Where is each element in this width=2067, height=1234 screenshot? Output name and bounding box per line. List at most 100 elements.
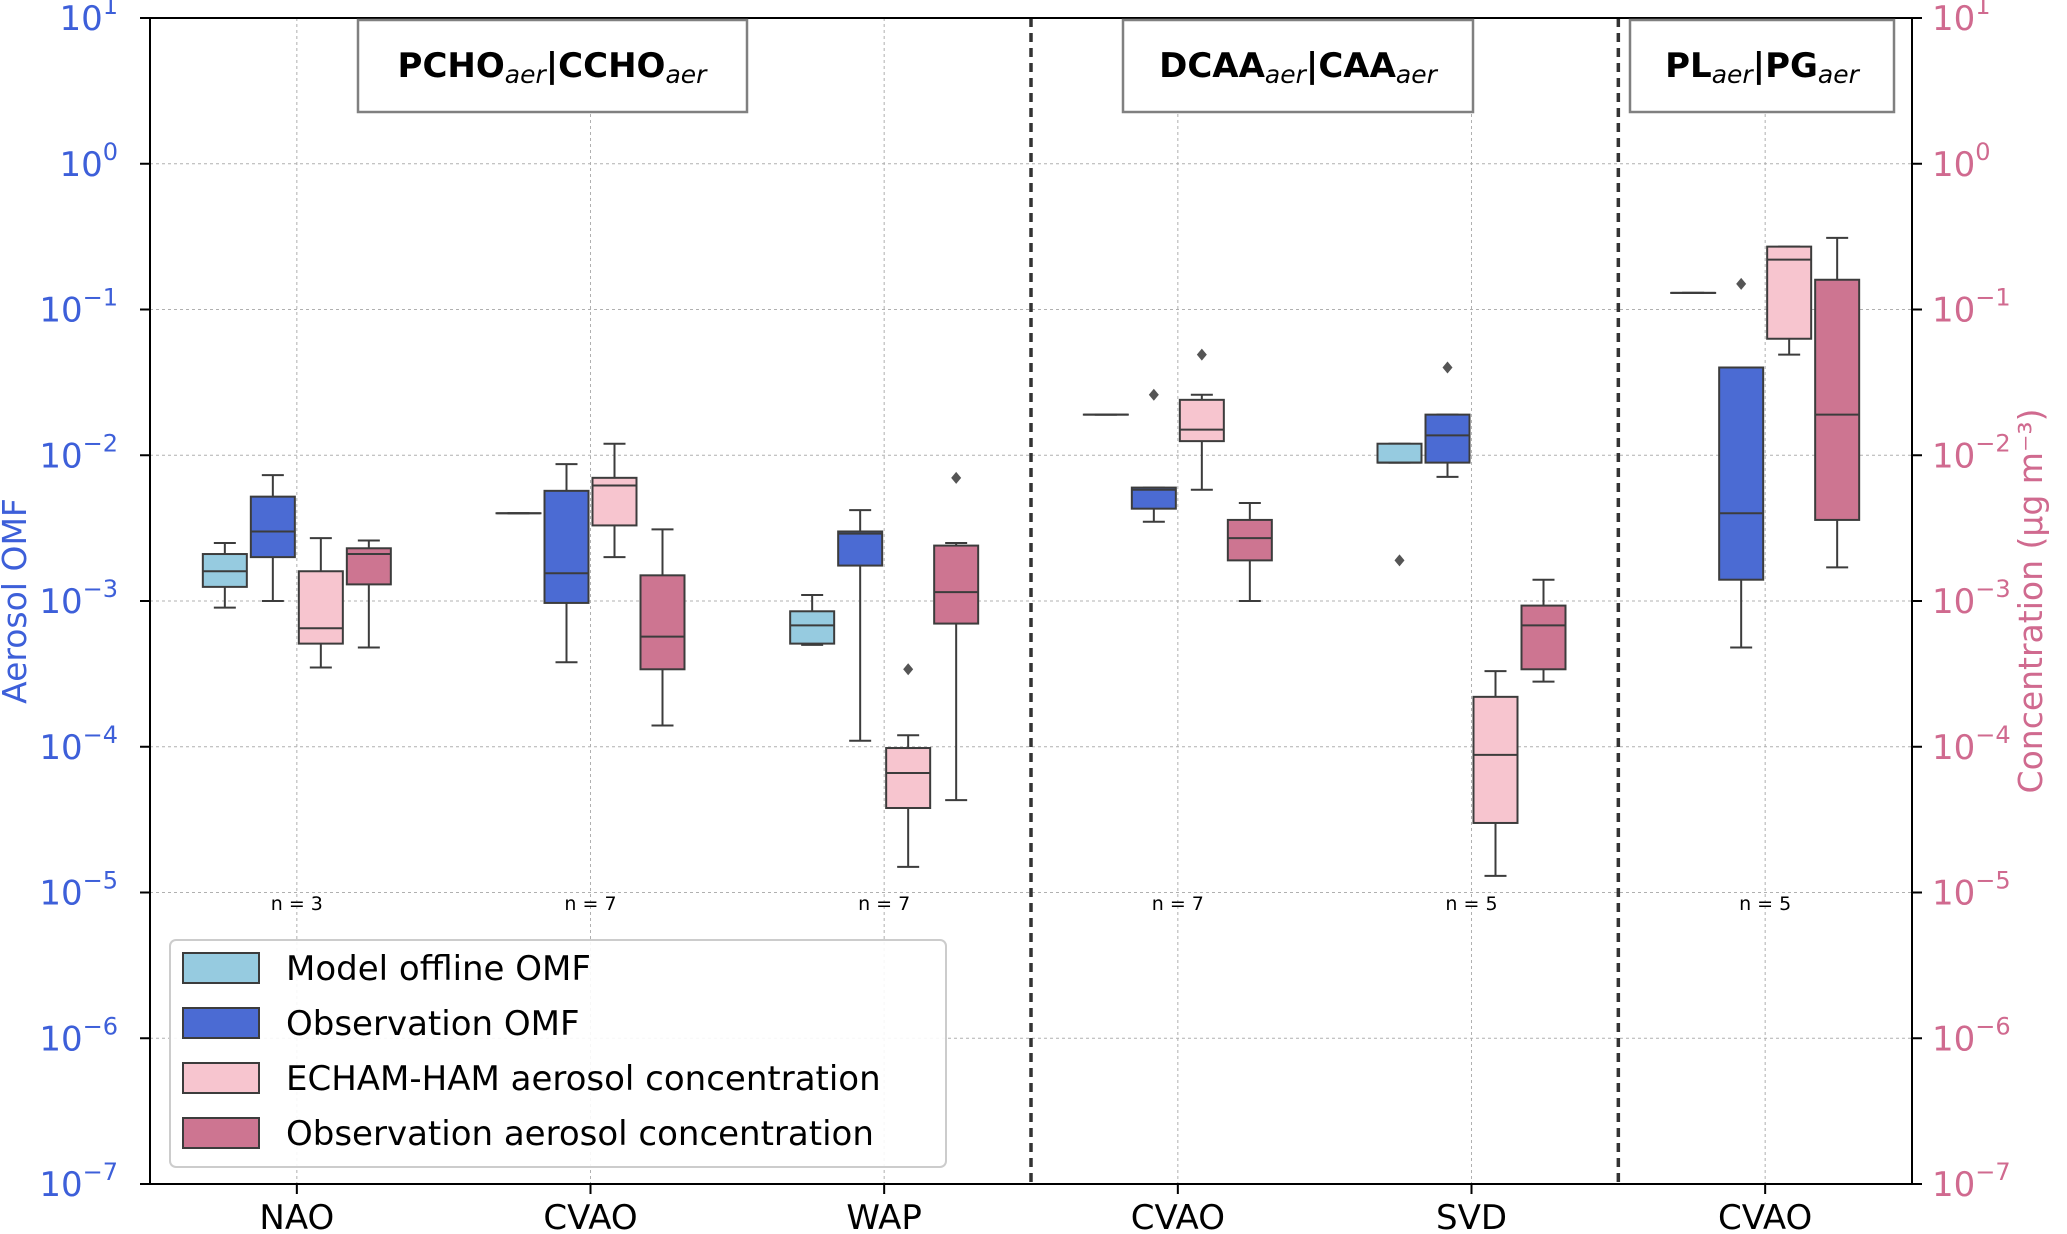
y-axis-left-label: Aerosol OMF bbox=[0, 498, 34, 704]
box-body bbox=[639, 574, 686, 671]
box-observation-omf bbox=[249, 474, 296, 602]
y-tick-label-left: 10−7 bbox=[39, 1158, 118, 1205]
group-label-sep: |CCHO bbox=[546, 46, 666, 86]
y-tick-exponent: −4 bbox=[1975, 721, 2010, 749]
y-tick-base: 10 bbox=[59, 0, 102, 39]
box-body bbox=[543, 489, 590, 604]
box-observation-aerosol-concentration bbox=[345, 539, 392, 649]
box-model-offline-omf bbox=[1376, 442, 1423, 567]
legend-label: Observation OMF bbox=[286, 1004, 580, 1044]
y-tick-base: 10 bbox=[39, 436, 82, 476]
box-observation-aerosol-concentration bbox=[1814, 236, 1861, 569]
y-tick-label-right: 10−3 bbox=[1932, 575, 2011, 622]
y-tick-exponent: −1 bbox=[1975, 284, 2010, 312]
y-tick-base: 10 bbox=[1932, 728, 1975, 768]
sample-size-label: n = 7 bbox=[858, 893, 910, 915]
box-observation-omf bbox=[1130, 388, 1177, 523]
x-tick-label: CVAO bbox=[1131, 1198, 1225, 1234]
box-echam-ham-aerosol-concentration bbox=[591, 442, 638, 559]
box-body bbox=[933, 544, 980, 625]
y-tick-exponent: −6 bbox=[83, 1012, 118, 1040]
y-axis-right-label: Concentration (µg m⁻³) bbox=[2011, 409, 2050, 794]
box-observation-omf bbox=[837, 509, 884, 742]
grid-layer bbox=[150, 18, 1912, 1184]
outlier-point bbox=[1148, 388, 1159, 401]
box-observation-aerosol-concentration bbox=[639, 528, 686, 727]
legend-label: Observation aerosol concentration bbox=[286, 1114, 874, 1154]
sample-size-label: n = 5 bbox=[1739, 893, 1791, 915]
x-tick-label: SVD bbox=[1436, 1198, 1507, 1234]
svg-text:PCHOaer|CCHOaer: PCHOaer|CCHOaer bbox=[398, 46, 709, 89]
box-body bbox=[1226, 518, 1273, 562]
legend-label: ECHAM-HAM aerosol concentration bbox=[286, 1059, 881, 1099]
box-body bbox=[1424, 413, 1471, 464]
outlier-point bbox=[1394, 554, 1405, 567]
svg-text:DCAAaer|CAAaer: DCAAaer|CAAaer bbox=[1159, 46, 1438, 89]
y-tick-label-right: 10−2 bbox=[1932, 429, 2011, 476]
box-body bbox=[837, 530, 884, 567]
x-tick-label: NAO bbox=[259, 1198, 334, 1234]
legend-items: Model offline OMF Observation OMF ECHAM-HA… bbox=[182, 949, 881, 1154]
sample-size-label: n = 3 bbox=[271, 893, 323, 915]
y-tick-label-right: 10−1 bbox=[1932, 284, 2011, 331]
outlier-point bbox=[1196, 348, 1207, 361]
box-body bbox=[1520, 604, 1567, 671]
y-tick-label-left: 10−5 bbox=[39, 867, 118, 914]
group-label-pl-pg: PLaer|PGaer bbox=[1628, 18, 1896, 114]
y-tick-exponent: −1 bbox=[83, 284, 118, 312]
legend: Model offline OMF Observation OMF ECHAM-HA… bbox=[169, 939, 947, 1168]
box-body bbox=[1472, 695, 1519, 824]
box-body bbox=[1718, 366, 1765, 581]
group-label-main: DCAA bbox=[1159, 46, 1265, 86]
group-label-sub: aer bbox=[1396, 60, 1439, 89]
box-body bbox=[1814, 278, 1861, 521]
box-observation-aerosol-concentration bbox=[1226, 502, 1273, 602]
box-observation-aerosol-concentration bbox=[1520, 578, 1567, 683]
y-tick-base: 10 bbox=[39, 874, 82, 914]
box-echam-ham-aerosol-concentration bbox=[1472, 670, 1519, 877]
y-tick-label-left: 100 bbox=[59, 138, 118, 185]
y-tick-exponent: 0 bbox=[1975, 138, 1990, 166]
y-tick-exponent: −2 bbox=[83, 429, 118, 457]
x-tick-label: CVAO bbox=[543, 1198, 637, 1234]
y-tick-label-right: 100 bbox=[1932, 138, 1991, 185]
box-observation-aerosol-concentration bbox=[933, 471, 980, 802]
box-body bbox=[1130, 486, 1177, 510]
sample-size-label: n = 7 bbox=[1152, 893, 1204, 915]
group-label-sep: |PG bbox=[1753, 46, 1818, 86]
y-tick-label-right: 10−7 bbox=[1932, 1158, 2011, 1205]
y-tick-label-left: 10−1 bbox=[39, 284, 118, 331]
y-tick-base: 10 bbox=[39, 582, 82, 622]
box-body bbox=[885, 747, 932, 809]
group-label-main: PL bbox=[1665, 46, 1712, 86]
y-tick-label-left: 10−6 bbox=[39, 1012, 118, 1059]
y-tick-label-left: 101 bbox=[59, 0, 118, 39]
y-tick-exponent: −2 bbox=[1975, 429, 2010, 457]
outlier-point bbox=[951, 471, 962, 484]
box-model-offline-omf bbox=[201, 542, 248, 609]
box-observation-omf bbox=[543, 463, 590, 664]
sample-size-labels: n = 3 n = 7 n = 7 n = 7 n = 5 n = 5 bbox=[271, 893, 1791, 915]
box-echam-ham-aerosol-concentration bbox=[1766, 245, 1813, 356]
sample-size-label: n = 5 bbox=[1445, 893, 1497, 915]
legend-swatch bbox=[182, 1062, 260, 1094]
y-tick-base: 10 bbox=[39, 291, 82, 331]
y-tick-exponent: −3 bbox=[83, 575, 118, 603]
group-label-sep: |CAA bbox=[1306, 46, 1397, 86]
box-body bbox=[789, 610, 836, 645]
outlier-point bbox=[903, 663, 914, 676]
x-tick-label: WAP bbox=[846, 1198, 922, 1234]
box-echam-ham-aerosol-concentration bbox=[1178, 348, 1225, 491]
y-tick-exponent: −6 bbox=[1975, 1012, 2010, 1040]
x-tick-label: CVAO bbox=[1718, 1198, 1812, 1234]
y-tick-base: 10 bbox=[1932, 1165, 1975, 1205]
y-tick-exponent: −5 bbox=[83, 867, 118, 895]
y-tick-exponent: 1 bbox=[103, 0, 118, 20]
y-tick-base: 10 bbox=[39, 728, 82, 768]
group-label-pcho-ccho: PCHOaer|CCHOaer bbox=[356, 18, 749, 114]
y-tick-label-left: 10−3 bbox=[39, 575, 118, 622]
sample-size-label: n = 7 bbox=[564, 893, 616, 915]
y-tick-label-right: 10−6 bbox=[1932, 1012, 2011, 1059]
